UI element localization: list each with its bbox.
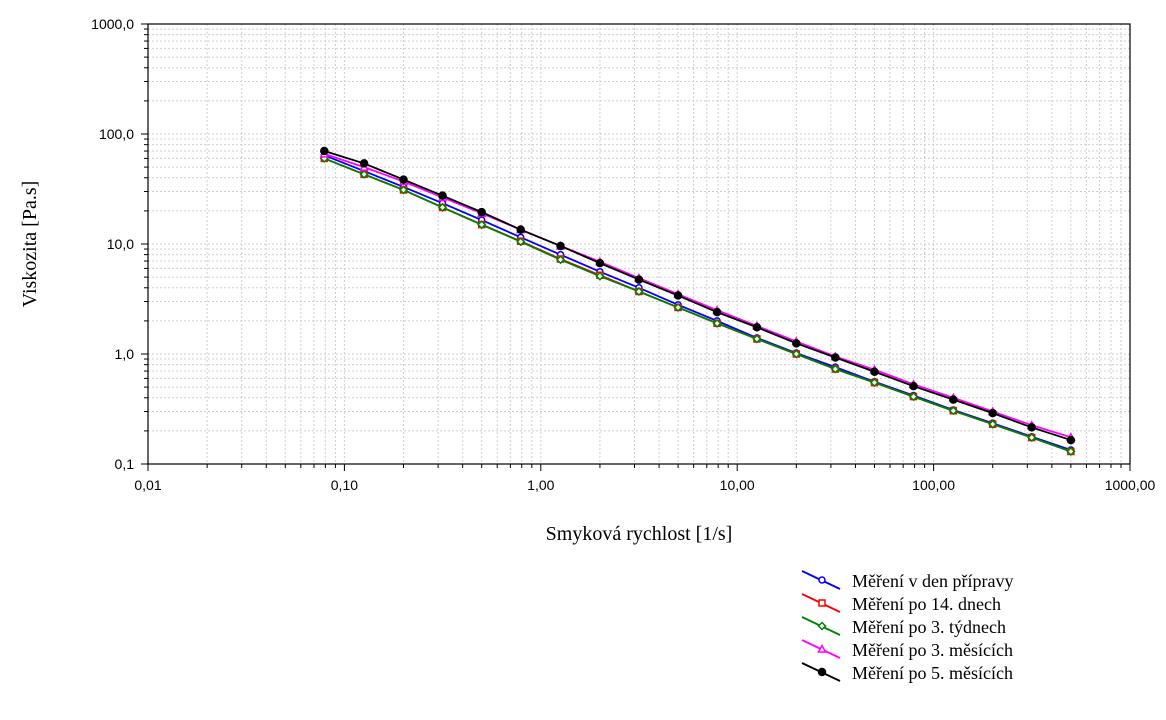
legend-item-2: Měření po 14. dnech — [801, 593, 1001, 614]
grid — [148, 24, 1130, 464]
legend-marker — [817, 643, 827, 653]
series-line — [323, 157, 1072, 453]
plot-area-frame — [147, 23, 1131, 465]
legend-label: Měření v den přípravy — [852, 571, 1013, 591]
series-line — [323, 157, 1072, 453]
x-tick-label: 1,00 — [527, 477, 554, 493]
y-axis-label: Viskozita [Pa.s] — [19, 181, 41, 308]
y-tick-label: 10,0 — [107, 236, 134, 252]
series-line — [324, 152, 1072, 439]
data-point — [1027, 432, 1037, 443]
data-point — [948, 406, 958, 416]
data-point — [1066, 435, 1076, 445]
data-point — [752, 334, 762, 344]
legend-item-1: Měření v den přípravy — [801, 570, 1013, 591]
data-point — [988, 419, 998, 429]
data-point — [634, 275, 644, 284]
y-tick-label: 1,0 — [115, 346, 135, 362]
data-point — [359, 169, 369, 179]
y-tick-label: 0,1 — [115, 456, 135, 472]
x-tick-label: 100,00 — [912, 477, 955, 493]
data-point — [438, 191, 447, 200]
legend-label: Měření po 3. měsících — [852, 640, 1013, 660]
data-point — [752, 323, 762, 332]
series-3 — [319, 153, 1076, 457]
x-tick-label: 1000,00 — [1105, 477, 1156, 493]
legend-item-3: Měření po 3. týdnech — [801, 616, 1006, 637]
data-point — [673, 302, 683, 313]
data-point — [634, 286, 644, 297]
axis-ticks: 0,01 0,10 1,00 10,00 100,00 1000,00 0,1 1,0 10,0… — [91, 16, 1155, 493]
data-point — [359, 159, 369, 168]
data-point — [1027, 423, 1036, 432]
data-point — [870, 367, 879, 376]
legend-marker — [818, 576, 826, 584]
data-point — [673, 291, 683, 300]
data-point — [830, 364, 840, 374]
data-point — [516, 237, 526, 247]
data-point — [712, 307, 722, 317]
data-point — [792, 339, 801, 348]
legend-item-5: Měření po 5. měsících — [801, 662, 1013, 683]
legend-label: Měření po 3. týdnech — [852, 617, 1006, 637]
data-point — [320, 146, 329, 156]
data-point — [399, 175, 408, 184]
data-point — [516, 225, 525, 234]
data-point — [595, 271, 605, 281]
data-point — [398, 185, 409, 195]
legend-label: Měření po 5. měsících — [852, 663, 1013, 683]
series-layer — [319, 146, 1076, 457]
series-5 — [320, 146, 1076, 445]
x-tick-label: 0,10 — [331, 477, 358, 493]
legend-item-4: Měření po 3. měsících — [801, 639, 1013, 660]
data-point — [555, 255, 566, 265]
data-point — [556, 241, 565, 251]
x-tick-label: 0,01 — [134, 477, 161, 493]
data-point — [831, 353, 840, 362]
legend-marker — [817, 667, 827, 677]
x-axis-label: Smyková rychlost [1/s] — [546, 523, 733, 545]
y-tick-label: 100,0 — [99, 126, 134, 142]
data-point — [437, 202, 448, 212]
legend-marker — [818, 599, 826, 607]
data-point — [477, 220, 487, 230]
data-point — [908, 392, 919, 402]
data-point — [595, 258, 605, 268]
x-tick-label: 10,00 — [720, 477, 755, 493]
data-point — [949, 395, 958, 404]
data-point — [791, 349, 801, 359]
data-point — [1066, 446, 1076, 457]
legend-marker — [817, 621, 827, 631]
series-line — [324, 150, 1072, 441]
data-point — [869, 377, 880, 388]
data-point — [988, 408, 997, 418]
legend-label: Měření po 14. dnech — [852, 594, 1001, 614]
legend: Měření v den přípravy Měření po 14. dnech… — [801, 570, 1013, 683]
series-4 — [319, 148, 1076, 442]
y-tick-label: 1000,0 — [91, 16, 134, 32]
data-point — [477, 207, 486, 217]
data-point — [712, 318, 722, 328]
data-point — [909, 381, 918, 391]
